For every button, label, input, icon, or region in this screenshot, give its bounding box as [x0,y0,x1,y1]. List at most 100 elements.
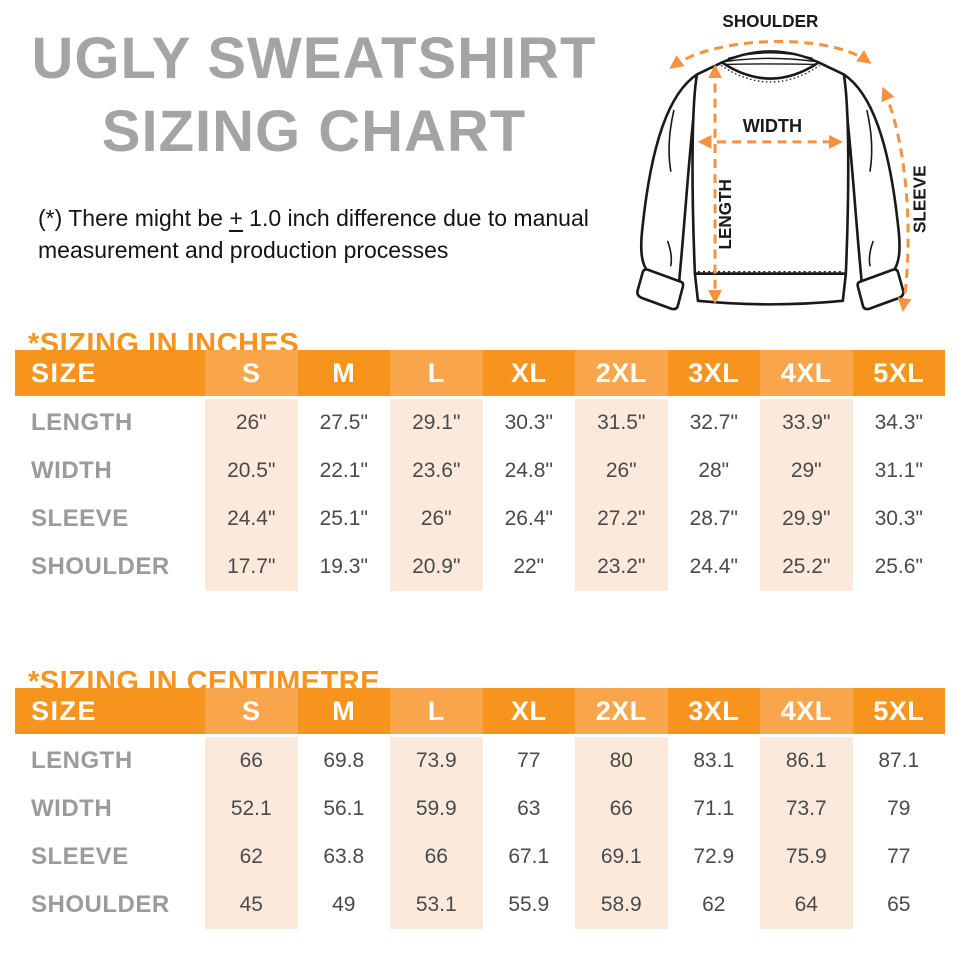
plus-minus-symbol: + [229,205,243,232]
table-cell: 66 [575,785,668,833]
column-header-4xl: 4XL [760,350,853,396]
table-cell: 83.1 [667,737,760,785]
table-cell: 23.6" [390,447,483,495]
table-cell: 28" [667,447,760,495]
table-cell: 25.2" [760,543,853,591]
table-cell: 73.9 [390,737,483,785]
table-cell: 77 [852,833,945,881]
table-cell: 58.9 [575,881,668,929]
table-cell: 80 [575,737,668,785]
column-header-s: S [205,350,298,396]
column-header-5xl: 5XL [852,350,945,396]
disclaimer-prefix: (*) There might be [38,205,230,231]
table-cell: 49 [297,881,390,929]
table-cell: 23.2" [575,543,668,591]
table-cell: 45 [205,881,298,929]
measure-arrows [669,39,912,313]
table-cell: 17.7" [205,543,298,591]
column-header-s: S [205,688,298,734]
table-cell: 53.1 [390,881,483,929]
disclaimer-text: (*) There might be + 1.0 inch difference… [38,203,594,266]
table-cell: 25.1" [297,495,390,543]
table-cell: 30.3" [852,495,945,543]
table-cell: 66 [390,833,483,881]
table-cell: 26.4" [482,495,575,543]
column-header-xl: XL [482,688,575,734]
page-title-line1: UGLY SWEATSHIRT [31,26,597,91]
table-cell: 31.5" [575,399,668,447]
column-header-5xl: 5XL [852,688,945,734]
page-title-line2: SIZING CHART [101,99,527,165]
table-cell: 20.9" [390,543,483,591]
table-cell: 27.5" [297,399,390,447]
table-cell: 63.8 [297,833,390,881]
table-cell: 30.3" [482,399,575,447]
table-cell: 56.1 [297,785,390,833]
column-header-l: L [390,350,483,396]
width-label: WIDTH [743,116,802,136]
table-cell: 26" [575,447,668,495]
column-header-4xl: 4XL [760,688,853,734]
sizing-table-inches: SIZE S M L XL 2XL 3XL 4XL 5XL LENGTH 26"… [15,350,945,591]
hem-band [693,272,848,306]
table-cell: 29.1" [390,399,483,447]
table-cell: 24.4" [667,543,760,591]
sizing-table-centimetre: SIZE S M L XL 2XL 3XL 4XL 5XL LENGTH 66 … [15,688,945,929]
table-cell: 24.4" [205,495,298,543]
row-label-length: LENGTH [15,399,205,447]
table-cell: 86.1 [760,737,853,785]
table-cell: 33.9" [760,399,853,447]
table-cell: 24.8" [482,447,575,495]
table-cell: 25.6" [852,543,945,591]
table-cell: 27.2" [575,495,668,543]
table-cell: 29" [760,447,853,495]
table-cell: 55.9 [482,881,575,929]
column-header-m: M [297,350,390,396]
sweatshirt-diagram: SHOULDER WIDTH LENGTH SLEEVE [636,12,929,313]
table-cell: 65 [852,881,945,929]
table-cell: 20.5" [205,447,298,495]
column-header-size: SIZE [15,688,205,734]
page-title: UGLY SWEATSHIRT SIZING CHART [28,22,600,168]
table-cell: 66 [205,737,298,785]
table-cell: 28.7" [667,495,760,543]
disclaimer-suffix: 1.0 inch difference due to manual measur… [38,205,589,263]
table-cell: 69.8 [297,737,390,785]
sleeve-creases [666,109,874,267]
left-cuff [636,268,685,311]
column-header-m: M [297,688,390,734]
column-header-2xl: 2XL [575,350,668,396]
row-label-shoulder: SHOULDER [15,543,205,591]
table-cell: 77 [482,737,575,785]
column-header-size: SIZE [15,350,205,396]
table-cell: 59.9 [390,785,483,833]
table-cell: 72.9 [667,833,760,881]
table-cell: 87.1 [852,737,945,785]
row-label-sleeve: SLEEVE [15,495,205,543]
table-cell: 31.1" [852,447,945,495]
length-label: LENGTH [716,179,735,249]
table-cell: 29.9" [760,495,853,543]
table-cell: 32.7" [667,399,760,447]
column-header-2xl: 2XL [575,688,668,734]
table-cell: 75.9 [760,833,853,881]
column-header-xl: XL [482,350,575,396]
row-label-width: WIDTH [15,447,205,495]
table-cell: 34.3" [852,399,945,447]
table-cell: 22.1" [297,447,390,495]
collar-stitching [720,64,821,83]
row-label-width: WIDTH [15,785,205,833]
table-cell: 62 [667,881,760,929]
table-cell: 26" [390,495,483,543]
sleeve-label: SLEEVE [910,166,929,233]
column-header-3xl: 3XL [667,350,760,396]
table-cell: 73.7 [760,785,853,833]
shoulder-arrow [669,39,872,69]
table-cell: 64 [760,881,853,929]
shoulder-label: SHOULDER [722,12,818,31]
row-label-sleeve: SLEEVE [15,833,205,881]
table-cell: 26" [205,399,298,447]
row-label-shoulder: SHOULDER [15,881,205,929]
row-label-length: LENGTH [15,737,205,785]
table-cell: 71.1 [667,785,760,833]
